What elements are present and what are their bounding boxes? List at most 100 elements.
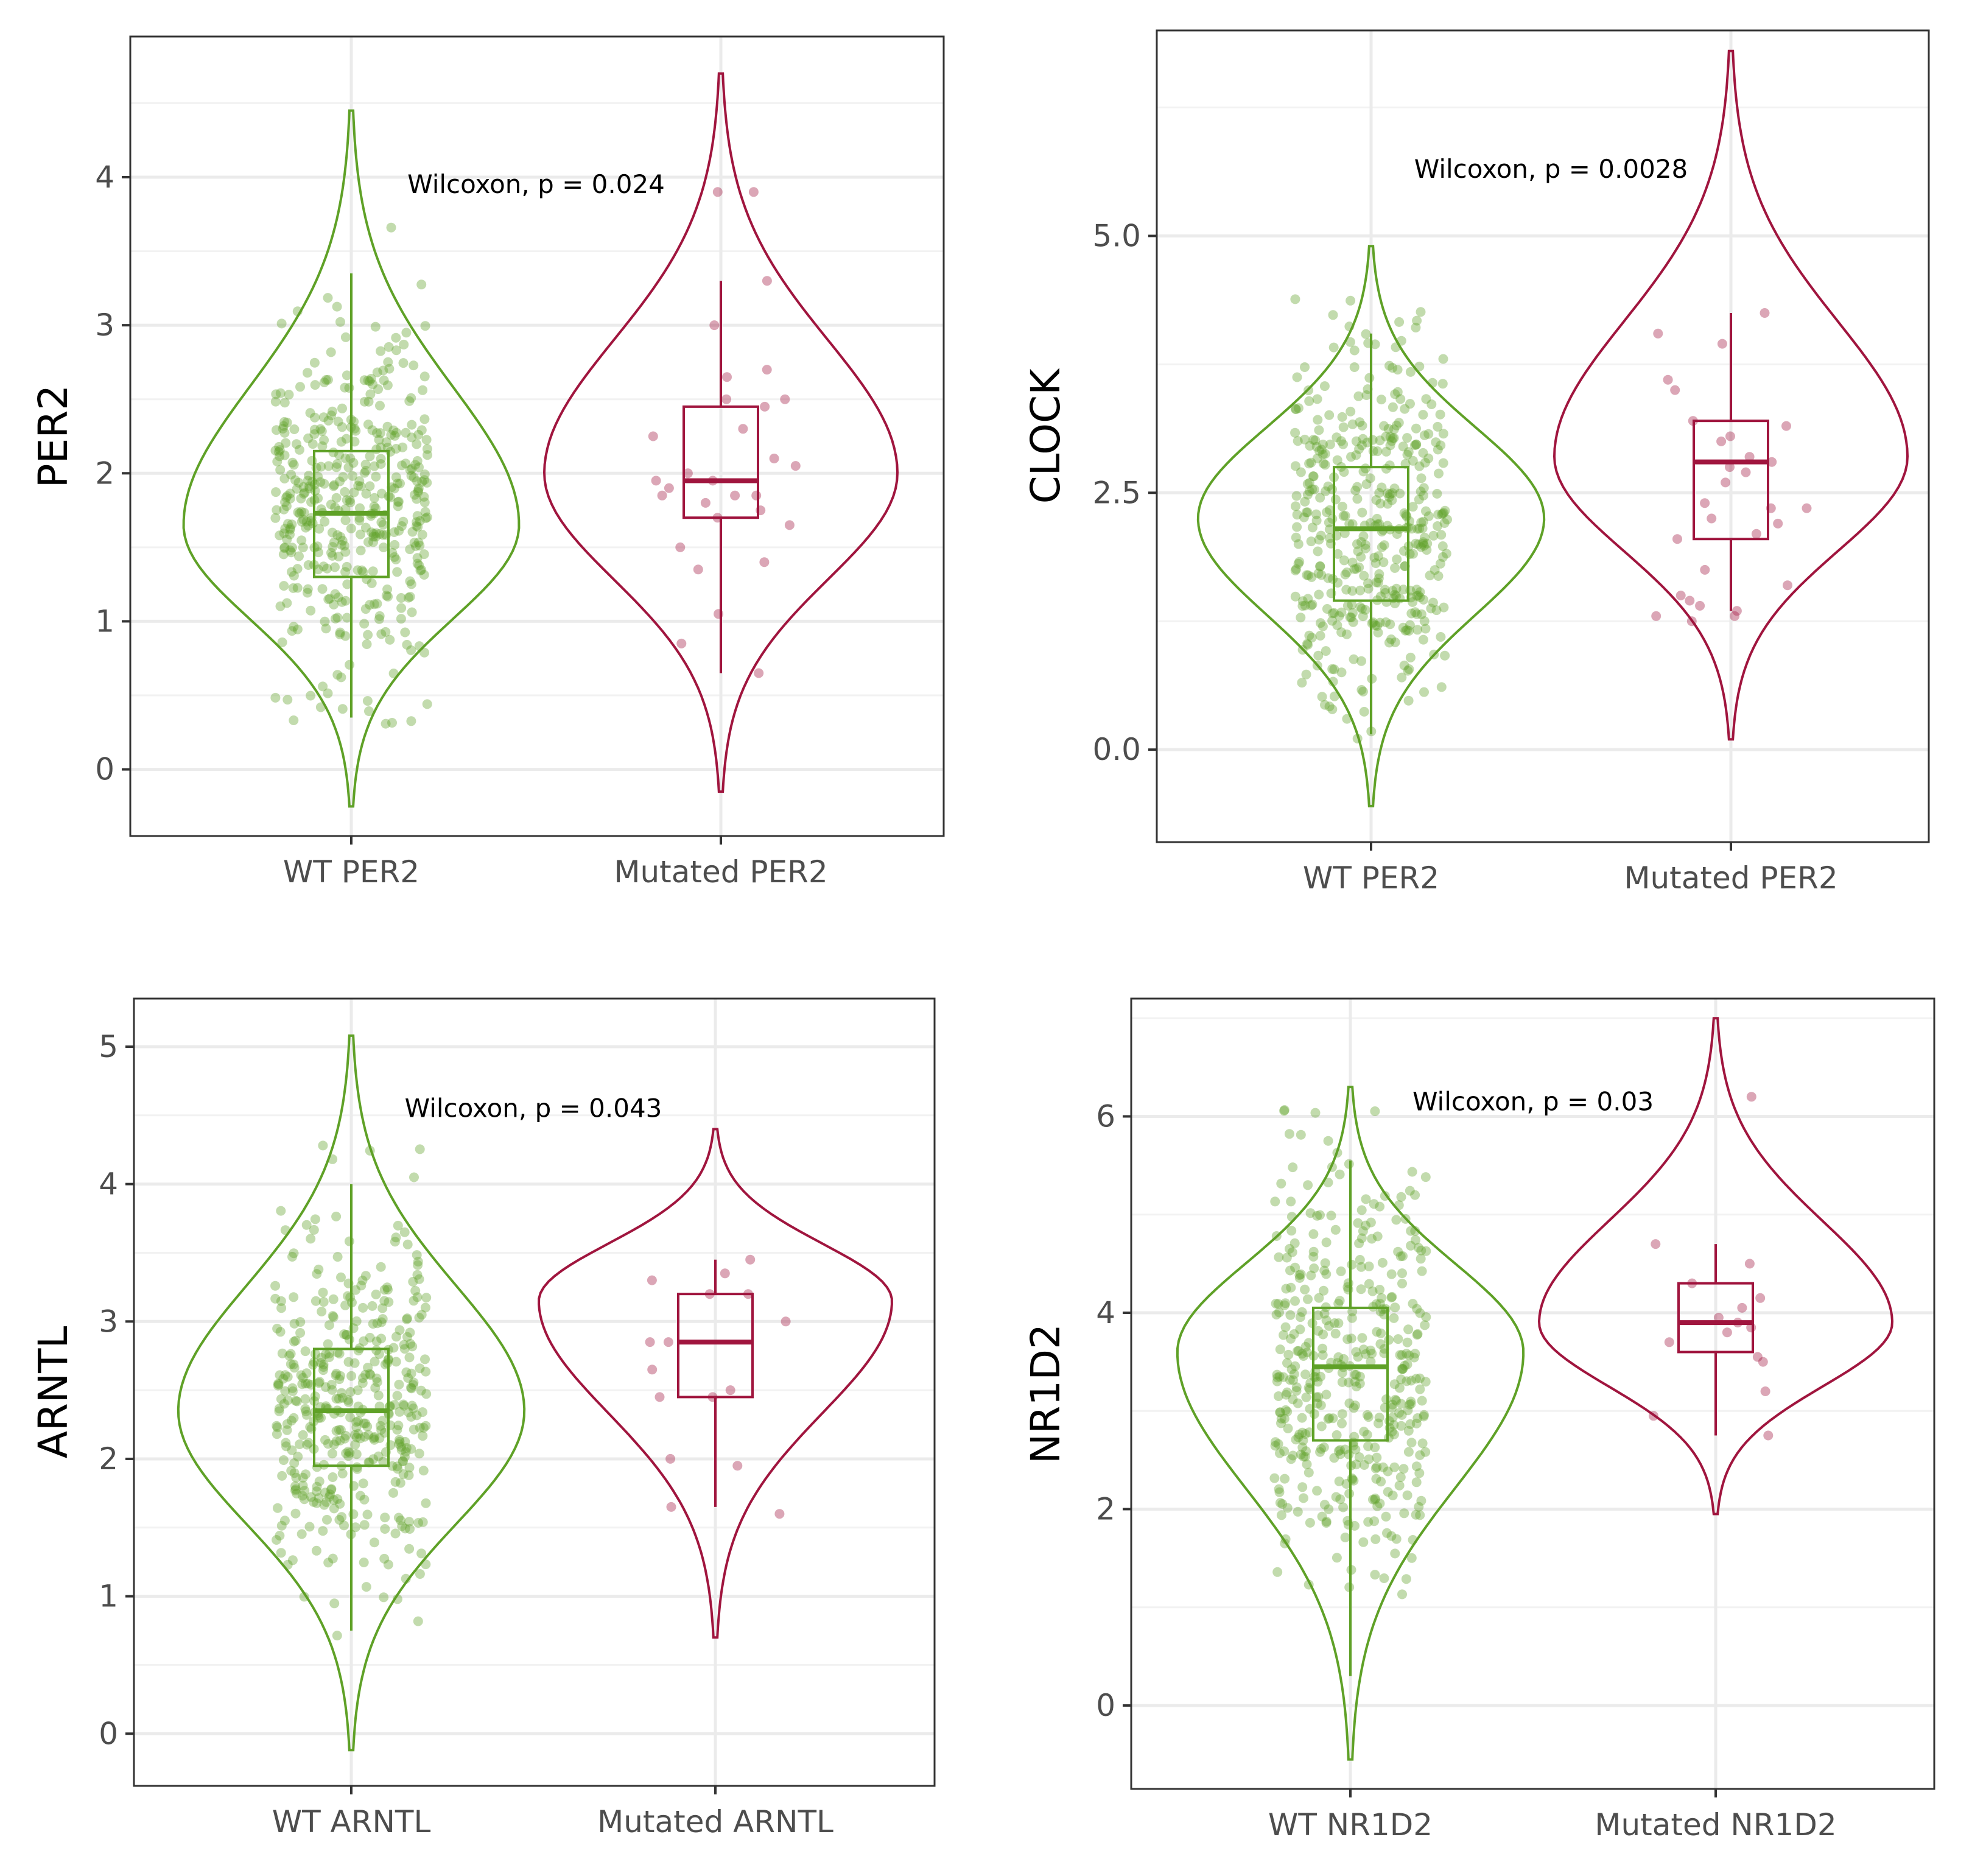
- data-point: [365, 376, 375, 387]
- data-point: [303, 433, 314, 443]
- data-point: [416, 1548, 427, 1559]
- data-point: [338, 472, 348, 482]
- data-point: [276, 1296, 286, 1306]
- data-point: [1400, 625, 1411, 636]
- data-point: [1316, 618, 1325, 628]
- data-point: [289, 622, 299, 632]
- data-point: [1421, 1312, 1431, 1322]
- data-point: [1305, 1517, 1315, 1528]
- data-point: [1383, 499, 1393, 509]
- data-point: [284, 390, 294, 400]
- data-point: [1296, 613, 1306, 623]
- data-point: [368, 379, 378, 390]
- data-point: [1420, 624, 1431, 634]
- data-point: [1280, 1538, 1290, 1548]
- data-point: [1328, 342, 1339, 353]
- data-point: [1411, 1374, 1421, 1384]
- data-point: [334, 1394, 344, 1404]
- data-point: [354, 515, 365, 525]
- data-point: [306, 690, 316, 701]
- data-point: [1389, 1429, 1399, 1439]
- data-point: [412, 1270, 423, 1280]
- data-point: [1388, 586, 1398, 596]
- data-point: [275, 465, 286, 475]
- data-point: [1275, 1344, 1285, 1355]
- data-point: [1315, 493, 1325, 503]
- data-point: [351, 1432, 362, 1442]
- data-point: [1318, 449, 1328, 460]
- data-point: [1307, 522, 1318, 533]
- data-point: [1370, 1493, 1380, 1503]
- data-point: [1367, 435, 1378, 445]
- data-point: [1417, 523, 1428, 533]
- data-point: [393, 501, 403, 511]
- data-point: [1299, 1351, 1308, 1361]
- data-point: [1333, 1298, 1344, 1309]
- data-point: [371, 503, 381, 513]
- data-point: [324, 1349, 334, 1358]
- data-point: [1286, 1196, 1296, 1207]
- data-point: [301, 522, 311, 533]
- data-point: [365, 1370, 376, 1380]
- data-point: [272, 505, 282, 515]
- data-point: [1330, 494, 1341, 505]
- data-point: [391, 472, 401, 482]
- data-point: [1271, 1310, 1282, 1319]
- data-point: [1375, 1339, 1386, 1349]
- box-iqr: [682, 405, 759, 519]
- data-point: [333, 592, 343, 603]
- data-point: [275, 1370, 285, 1380]
- data-point: [1336, 627, 1347, 638]
- data-point: [326, 499, 336, 510]
- data-point: [377, 530, 388, 540]
- data-point: [1304, 458, 1314, 469]
- data-point: [279, 398, 290, 408]
- data-point: [1346, 406, 1356, 416]
- data-point: [1329, 664, 1339, 675]
- data-point: [1403, 1405, 1413, 1416]
- data-point: [276, 1394, 286, 1404]
- data-point: [1388, 1412, 1398, 1422]
- data-point: [1436, 440, 1446, 451]
- data-point: [1375, 435, 1385, 446]
- data-point: [1752, 1352, 1763, 1362]
- data-point: [419, 497, 430, 508]
- data-point: [382, 1282, 392, 1293]
- data-point: [1338, 1502, 1349, 1512]
- data-point: [340, 515, 351, 525]
- data-point: [293, 1452, 303, 1462]
- data-point: [1339, 1354, 1349, 1364]
- data-point: [1354, 1238, 1364, 1248]
- data-point: [419, 469, 430, 479]
- data-point: [1406, 1399, 1416, 1409]
- data-point: [1291, 404, 1301, 415]
- data-point: [412, 1292, 423, 1302]
- data-point: [414, 560, 424, 571]
- data-point: [1364, 1454, 1374, 1464]
- data-point: [331, 1436, 342, 1446]
- data-point: [1395, 394, 1406, 404]
- data-point: [1297, 1442, 1308, 1452]
- data-point: [283, 1395, 293, 1405]
- data-point: [290, 1508, 301, 1519]
- data-point: [376, 1262, 386, 1272]
- data-point: [1350, 1369, 1360, 1380]
- x-tick-label: Mutated ARNTL: [597, 1804, 833, 1839]
- data-point: [1342, 714, 1352, 724]
- data-point: [369, 461, 379, 471]
- data-point: [270, 446, 281, 455]
- data-point: [335, 532, 346, 542]
- data-point: [277, 1470, 287, 1481]
- data-point: [270, 1281, 281, 1291]
- data-point: [1319, 1265, 1330, 1276]
- data-point: [1396, 1374, 1406, 1385]
- data-point: [406, 716, 416, 726]
- data-point: [376, 346, 386, 356]
- data-point: [285, 488, 295, 499]
- data-point: [1439, 602, 1449, 613]
- data-point: [1304, 396, 1314, 406]
- data-point: [1386, 436, 1397, 446]
- data-point: [1744, 452, 1755, 462]
- data-point: [1423, 429, 1434, 439]
- data-point: [351, 426, 361, 436]
